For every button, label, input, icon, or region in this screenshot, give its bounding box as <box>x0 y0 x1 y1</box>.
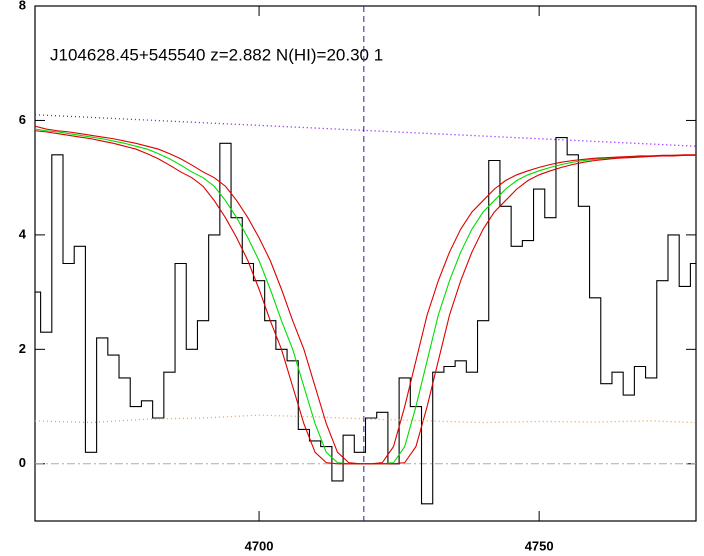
series-line <box>34 130 696 465</box>
y-tick-label: 6 <box>19 112 26 127</box>
series-line <box>34 128 697 465</box>
series-line <box>34 125 696 465</box>
y-tick-label: 8 <box>19 0 26 12</box>
y-tick-label: 4 <box>19 226 27 241</box>
series-line <box>35 137 696 505</box>
x-tick-label: 4700 <box>245 538 274 553</box>
series-line <box>34 414 697 424</box>
y-tick-label: 0 <box>19 455 26 470</box>
x-tick-label: 4750 <box>525 538 554 553</box>
y-tick-label: 2 <box>19 341 26 356</box>
series-line <box>34 114 697 147</box>
chart-title: J104628.45+545540 z=2.882 N(HI)=20.30 1 <box>50 45 383 64</box>
